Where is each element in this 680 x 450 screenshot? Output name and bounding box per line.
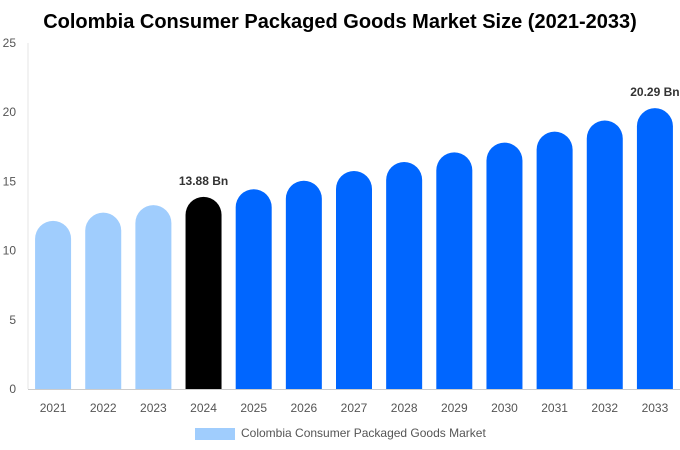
- x-tick-label: 2022: [90, 401, 117, 415]
- bar-2026[interactable]: [285, 180, 322, 389]
- bar-2033[interactable]: [636, 108, 673, 389]
- bar-2029[interactable]: [436, 152, 473, 389]
- bar-2027[interactable]: [336, 171, 372, 389]
- x-tick-label: 2030: [491, 401, 518, 415]
- x-tick-label: 2026: [290, 401, 317, 415]
- legend-label: Colombia Consumer Packaged Goods Market: [241, 426, 486, 440]
- y-tick-label: 15: [3, 174, 17, 188]
- x-tick-label: 2032: [591, 401, 618, 415]
- bar-2024[interactable]: [185, 196, 222, 389]
- y-tick-label: 0: [9, 382, 16, 396]
- bar-2022[interactable]: [85, 212, 122, 389]
- x-tick-label: 2024: [190, 401, 217, 415]
- bar-2023[interactable]: [135, 205, 172, 389]
- legend[interactable]: Colombia Consumer Packaged Goods Market: [195, 426, 486, 440]
- x-tick-label: 2033: [642, 401, 669, 415]
- bar-2028[interactable]: [386, 162, 423, 389]
- x-tick-label: 2028: [391, 401, 418, 415]
- bar-2021[interactable]: [35, 220, 72, 389]
- data-label-2024: 13.88 Bn: [179, 174, 228, 188]
- bar-2031[interactable]: [536, 131, 573, 390]
- chart-title: Colombia Consumer Packaged Goods Market …: [43, 11, 637, 33]
- bar-2025[interactable]: [235, 189, 272, 389]
- y-tick-label: 5: [9, 313, 16, 327]
- y-tick-label: 10: [3, 244, 17, 258]
- x-tick-label: 2023: [140, 401, 167, 415]
- data-label-2033: 20.29 Bn: [630, 85, 679, 99]
- x-tick-label: 2031: [541, 401, 568, 415]
- x-tick-label: 2025: [240, 401, 267, 415]
- bar-2030[interactable]: [486, 142, 523, 389]
- x-tick-label: 2021: [40, 401, 67, 415]
- legend-swatch: [195, 428, 235, 440]
- x-tick-label: 2027: [341, 401, 368, 415]
- y-tick-label: 20: [3, 105, 17, 119]
- x-tick-label: 2029: [441, 401, 468, 415]
- y-tick-label: 25: [3, 36, 17, 50]
- bar-2032[interactable]: [586, 120, 623, 389]
